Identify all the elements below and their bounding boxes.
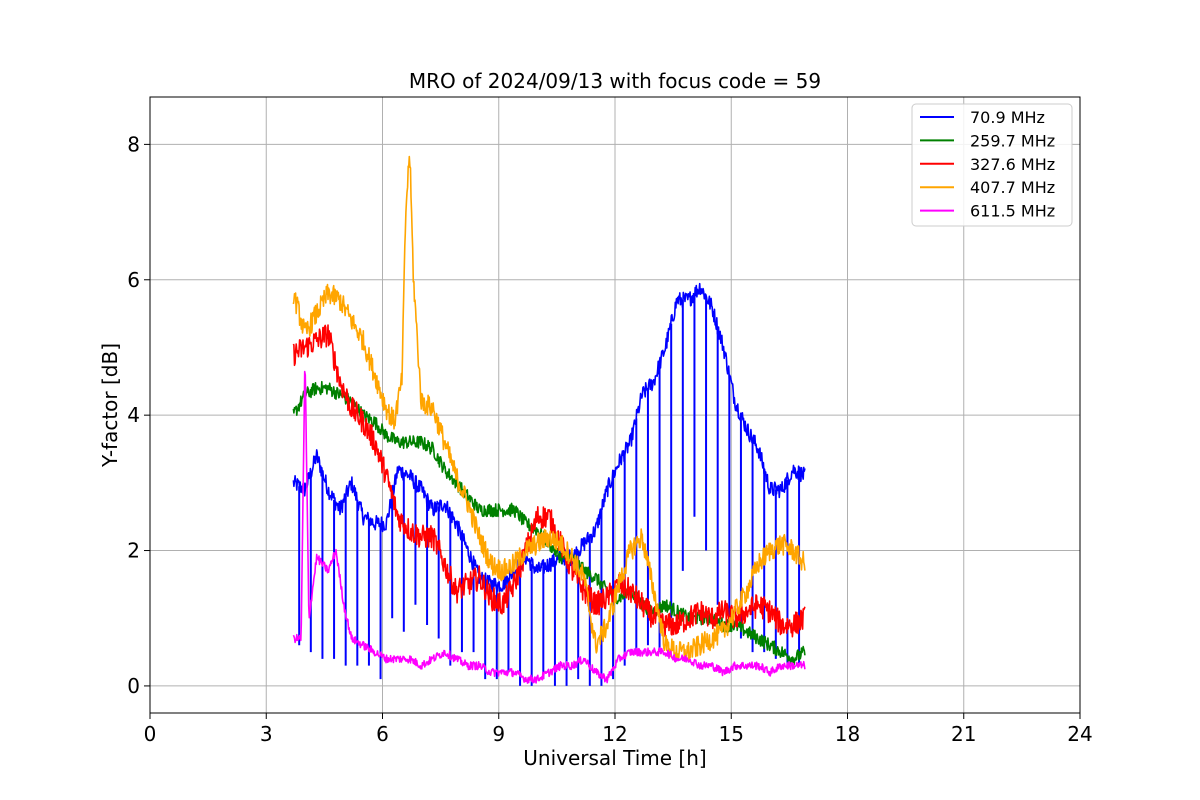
y-tick-label: 4 xyxy=(127,403,140,427)
x-tick-label: 24 xyxy=(1067,722,1092,746)
x-tick-label: 12 xyxy=(602,722,627,746)
legend: 70.9 MHz 259.7 MHz 327.6 MHz 407.7 MHz 611.5… xyxy=(911,103,1073,227)
legend-label: 70.9 MHz xyxy=(970,108,1045,127)
x-axis-label: Universal Time [h] xyxy=(523,746,706,770)
legend-label: 327.6 MHz xyxy=(970,155,1055,174)
y-tick-label: 8 xyxy=(127,132,140,156)
series-2 xyxy=(292,324,806,638)
y-axis-label: Y-factor [dB] xyxy=(98,343,122,468)
legend-box xyxy=(911,103,1073,227)
x-tick-label: 0 xyxy=(144,722,157,746)
x-tick-label: 18 xyxy=(835,722,860,746)
series-4 xyxy=(292,370,806,684)
legend-label: 611.5 MHz xyxy=(970,202,1055,221)
series-3 xyxy=(292,155,806,662)
legend-label: 259.7 MHz xyxy=(970,131,1055,150)
x-tick-label: 15 xyxy=(719,722,744,746)
series-line xyxy=(292,370,806,684)
series-line xyxy=(292,324,806,638)
legend-label: 407.7 MHz xyxy=(970,178,1055,197)
series-line xyxy=(292,282,806,593)
y-tick-label: 6 xyxy=(127,268,140,292)
x-tick-label: 3 xyxy=(260,722,273,746)
y-tick-label: 0 xyxy=(127,674,140,698)
series-layer xyxy=(292,155,806,686)
y-tick-label: 2 xyxy=(127,539,140,563)
x-tick-label: 9 xyxy=(492,722,505,746)
y-axis: 0 2 4 6 8 xyxy=(127,132,150,698)
x-tick-label: 21 xyxy=(951,722,976,746)
x-tick-label: 6 xyxy=(376,722,389,746)
chart-title: MRO of 2024/09/13 with focus code = 59 xyxy=(409,69,821,93)
series-line xyxy=(292,155,806,662)
x-axis: 0 3 6 9 12 15 18 21 24 xyxy=(144,713,1093,746)
